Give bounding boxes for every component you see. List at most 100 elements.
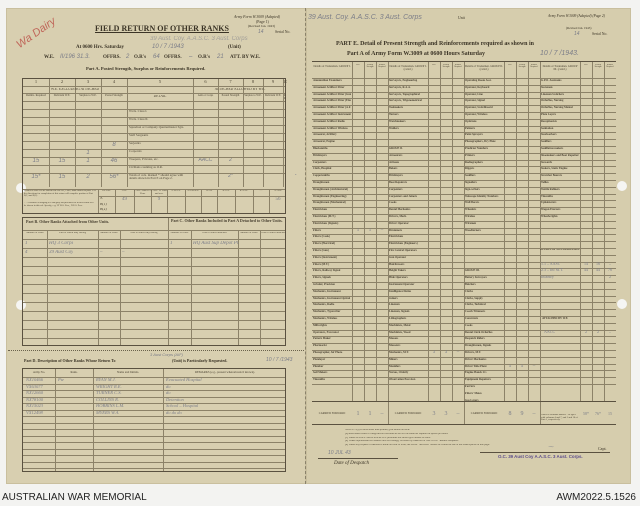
- row-divider: [23, 157, 285, 158]
- carried-forward-value: –: [532, 411, 536, 418]
- trade-label: GROUP III.: [465, 269, 480, 273]
- row-divider: [23, 173, 285, 174]
- trade-label: Operator, Line: [465, 92, 483, 96]
- att-label: ATT. BY W.E.: [230, 55, 261, 60]
- trade-label: Hairdressers: [389, 262, 405, 266]
- trade-label: Observation Post Asst.: [389, 378, 416, 382]
- hw-value: 8: [112, 142, 116, 148]
- row-divider: [23, 248, 285, 249]
- non-tradesmen-entry: 76: [608, 268, 612, 273]
- group-header: Details of Tradesmen. GROUP III. (contd.…: [542, 65, 578, 72]
- column-header: Number of O.Rs.: [170, 231, 189, 234]
- sub-column-header: W.E.: [584, 64, 588, 66]
- trade-label: Electricians: [389, 235, 404, 239]
- carried-forward-value: 1: [368, 411, 372, 418]
- row-divider: [23, 403, 285, 404]
- trade-label: Plate Layers: [541, 113, 556, 116]
- breakdown-header: CIVIL: [205, 190, 213, 192]
- detail-label: W.Os. Class I.: [129, 109, 148, 113]
- row-divider: [312, 275, 616, 277]
- trade-label: Armourer, Engine: [313, 140, 335, 144]
- row-divider: [312, 370, 616, 372]
- trade-label: Radiographers: [465, 160, 483, 164]
- trade-label: Electricians: [313, 208, 328, 212]
- revised-right: (Revised Jan. 1943): [566, 26, 592, 30]
- trade-label: Cooks: [465, 323, 473, 327]
- trade-label: Linemen Switchers: [541, 92, 564, 96]
- hw-entry: 1: [368, 227, 372, 233]
- row-divider: [23, 329, 285, 330]
- title-overwrite: 39 Aust. Coy. A.A.S.C. 3 Aust. Corps: [150, 36, 248, 42]
- sub-column-header: W.E.: [508, 64, 512, 66]
- trade-label: Armament Artificer Fitter: [313, 85, 345, 89]
- sub-column-header: Present Strength: [366, 64, 374, 69]
- row-divider: [23, 442, 285, 443]
- serial-value: 14: [258, 29, 264, 35]
- trade-label: Armament Artificer Wireless: [313, 126, 348, 130]
- column-header: Posted Strength: [105, 94, 123, 97]
- hw-entry: 5: [508, 363, 512, 369]
- ors-value: 64: [153, 54, 160, 60]
- part-e-title: PART E. Detail of Present Strength and R…: [336, 41, 535, 47]
- column-header: Unit to which they belong: [58, 231, 87, 234]
- column-divider: [217, 189, 218, 213]
- trade-label: Mechanics, M.T.: [389, 351, 409, 354]
- totals-note: Totals of columns marked * to agree with…: [541, 414, 578, 422]
- part-d-entry: MYERS W.A.: [96, 410, 120, 415]
- trade-label: Operator, Wireless: [465, 113, 488, 116]
- trade-label: Clerks: [465, 289, 473, 293]
- part-d-unit: (Unit) is Particularly Requested.: [172, 358, 228, 363]
- trade-label: Equipment Repairers: [465, 378, 491, 382]
- column-number: 1: [34, 80, 38, 84]
- hw-value: 1: [86, 150, 90, 156]
- trade-label: Sign-writers: [465, 187, 480, 191]
- trade-label: Telescope Identity Numbers: [465, 194, 499, 198]
- part-d-entry: RYAN M.J.: [96, 378, 116, 382]
- column-number: 6: [204, 80, 207, 84]
- part-c-title: Part C. Other Ranks Included in Part A D…: [171, 219, 283, 223]
- row-divider: [23, 390, 285, 391]
- part-b-title: Part B. Other Ranks Attached from Other …: [26, 220, 110, 224]
- trade-label: Blacksmiths: [313, 147, 328, 150]
- column-divider: [201, 189, 202, 213]
- row-divider: [312, 248, 616, 249]
- sub-column-header: Reinfts. Required: [378, 64, 386, 69]
- part-c-entry: 1: [170, 240, 173, 246]
- row-divider: [312, 241, 616, 243]
- trade-label: Tinsmiths: [541, 194, 553, 198]
- at-date: 10 / 7 /1943: [152, 44, 184, 50]
- group-divider: [540, 62, 541, 424]
- column-number: 8: [251, 80, 255, 84]
- trade-label: Masseurs: [389, 344, 401, 348]
- trade-label: Operator, Keyboard: [465, 85, 490, 89]
- trade-label: Draughtsmen, Signals: [465, 344, 492, 348]
- part-d-entry: NX15023: [26, 404, 44, 408]
- trade-label: Photographers, Dry Plate: [465, 140, 496, 144]
- row-divider: [23, 109, 285, 110]
- column-header: Reinfts. Required: [284, 94, 286, 101]
- trade-label: Saddlers: [541, 140, 552, 144]
- breakdown-header: * *: [259, 190, 263, 192]
- column-divider: [191, 230, 192, 345]
- footer-right: AWM2022.5.1526: [556, 492, 636, 503]
- trade-label: Mechanics, Radio: [313, 303, 335, 307]
- ors-att-label: O.R's: [198, 55, 211, 60]
- column-number: 5: [158, 80, 162, 84]
- unit-label: (Unit): [228, 45, 241, 50]
- row-divider: [312, 288, 616, 290]
- trade-label: Operators, Excavator: [313, 330, 339, 334]
- breakdown-header: DETAIL: [102, 190, 111, 192]
- trade-label: Linemen, Signals: [389, 310, 410, 314]
- carried-forward-value: 3: [444, 411, 448, 418]
- trade-label: Armament Artificer Fitter (Electrical): [313, 99, 351, 103]
- row-divider: [23, 101, 285, 102]
- trade-label: Tinsmiths: [313, 378, 325, 382]
- row-divider: [23, 383, 285, 385]
- trade-label: Armament Artificer Fitter (A.F.V.): [313, 106, 351, 110]
- trade-label: Toolmakers: [389, 106, 404, 110]
- column-header: Number of O.Rs.: [100, 231, 118, 234]
- trade-label: Draughtsmen (Mechanical): [313, 201, 346, 205]
- note-line: (d) Where replacement not desired once a…: [345, 440, 460, 443]
- page-title: FIELD RETURN OF OTHER RANKS: [95, 24, 229, 33]
- column-divider: [452, 62, 453, 402]
